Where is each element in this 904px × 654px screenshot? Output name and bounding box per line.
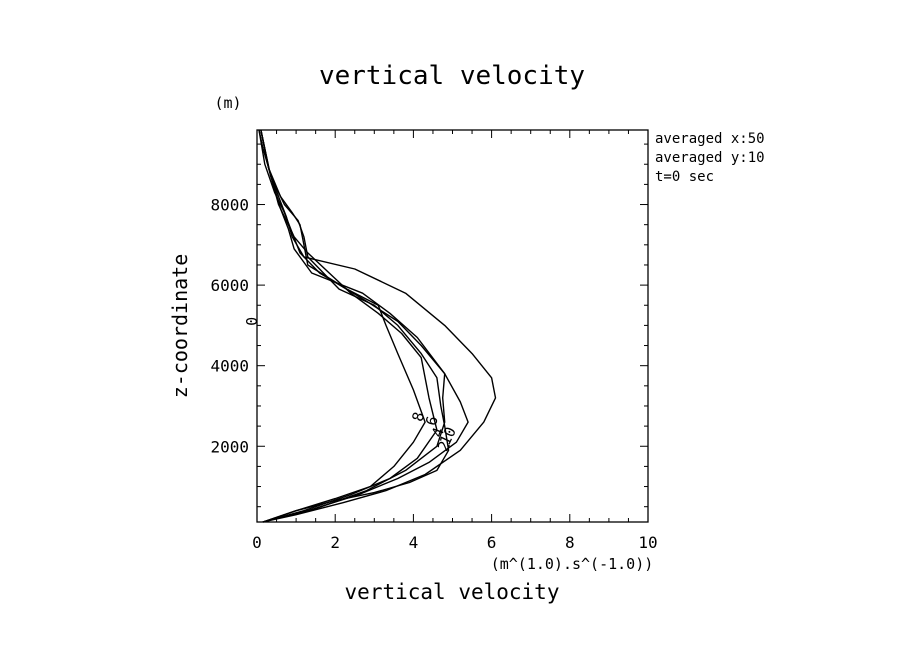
series-line-10 [260,129,497,523]
y-tick-label: 8000 [210,196,249,215]
y-tick-label: 6000 [210,276,249,295]
info-line-time: t=0 sec [655,169,714,185]
info-line-x: averaged x:50 [655,131,765,147]
info-line-y: averaged y:10 [655,150,765,166]
ticks [256,130,649,522]
x-tick-label: 6 [487,533,497,552]
y-unit-label: (m) [214,94,241,112]
series-line-8 [258,129,469,523]
x-tick-label: 10 [638,533,657,552]
series-label-8: 8 [408,410,428,423]
series-label-6: 6 [422,414,442,427]
series-label-0: 0 [243,317,261,326]
series-line-6 [260,129,446,523]
plot-frame [256,129,649,523]
series-label-10: 10 [436,424,460,448]
series-line-0 [258,129,426,523]
y-tick-label: 2000 [210,437,249,456]
x-axis-label: vertical velocity [345,580,560,604]
series [258,129,497,523]
plot-border [256,129,649,523]
series-line-2 [260,129,450,523]
x-unit-label: (m^(1.0).s^(-1.0)) [491,555,654,573]
x-tick-label: 2 [330,533,340,552]
series-line-4 [260,129,438,523]
chart-title: vertical velocity [319,61,585,91]
y-axis-label: z-coordinate [168,254,192,399]
x-tick-label: 8 [565,533,575,552]
x-tick-label: 4 [409,533,419,552]
y-tick-label: 4000 [210,357,249,376]
x-tick-label: 0 [252,533,262,552]
